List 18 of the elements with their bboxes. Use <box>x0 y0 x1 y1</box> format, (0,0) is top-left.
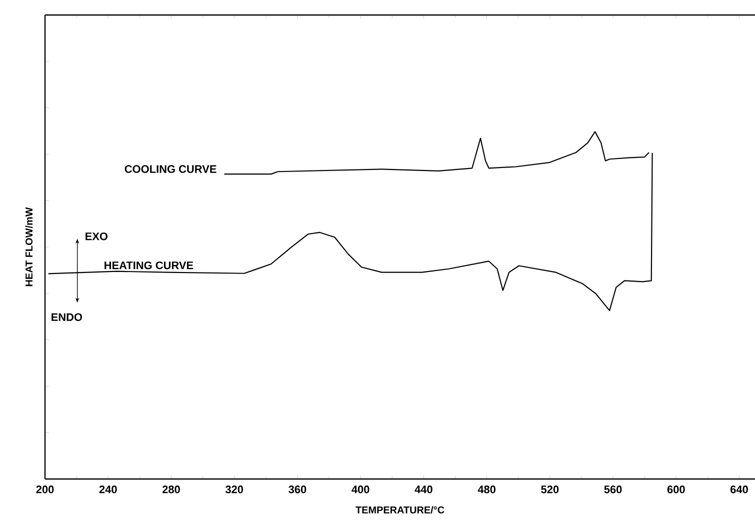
x-tick-label: 400 <box>352 486 370 494</box>
x-axis-title: TEMPERATURE/°C <box>356 506 444 514</box>
annotation: ENDO <box>52 313 82 322</box>
x-tick-label: 520 <box>541 486 559 494</box>
x-tick-label: 280 <box>162 486 180 494</box>
x-tick-label: 240 <box>99 486 117 494</box>
x-tick-label: 360 <box>288 486 306 494</box>
x-tick-label: 480 <box>478 486 496 494</box>
series-label: COOLING CURVE <box>124 165 216 173</box>
x-tick-label: 200 <box>36 486 54 494</box>
series-label: HEATING CURVE <box>104 261 194 270</box>
y-axis-title: HEAT FLOW/mW <box>25 207 33 286</box>
annotation: EXO <box>86 232 108 240</box>
x-tick-label: 640 <box>730 486 748 494</box>
x-tick-label: 440 <box>414 486 432 494</box>
x-tick-label: 560 <box>604 486 622 494</box>
x-tick-label: 600 <box>667 486 685 494</box>
x-tick-label: 320 <box>225 486 244 494</box>
